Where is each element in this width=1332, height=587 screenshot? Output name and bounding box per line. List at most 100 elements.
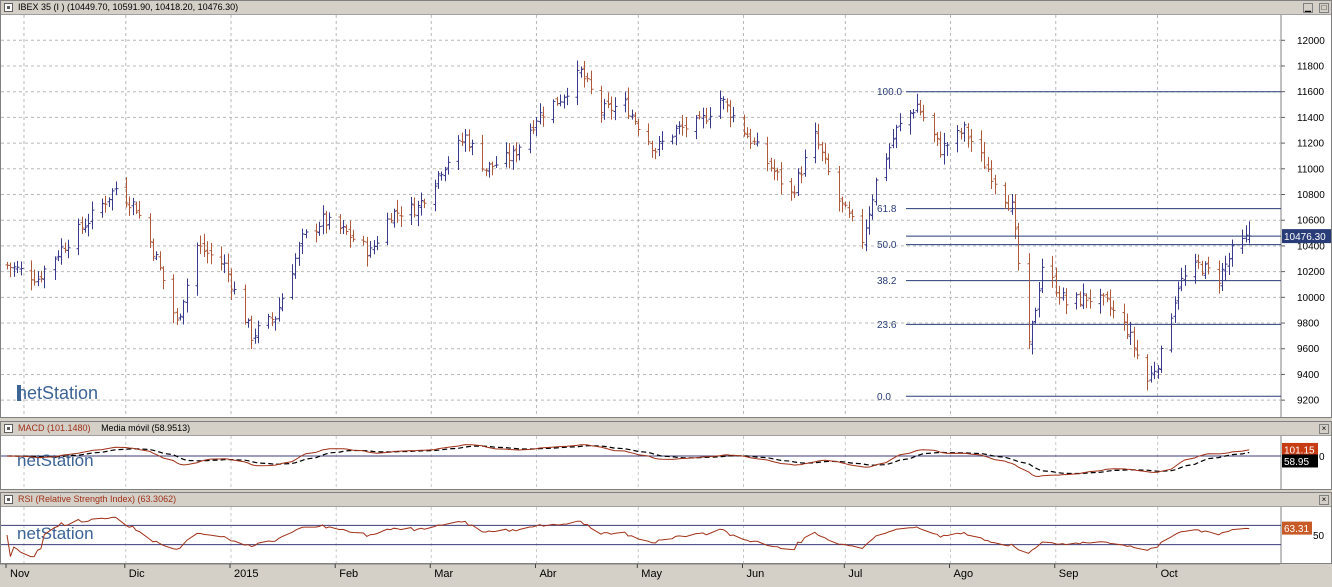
ohlc-bar [480,134,485,172]
y-tick-label: 10800 [1297,190,1325,201]
ohlc-bar [670,134,675,145]
ohlc-bar [1240,229,1245,254]
ohlc-bar [338,213,343,235]
ohlc-bar [490,161,495,176]
ohlc-bar [12,262,17,277]
chart-icon [4,495,13,504]
ohlc-bar [385,212,390,246]
ohlc-bar [1027,253,1032,349]
ohlc-bar [959,127,964,140]
ohlc-bar [1050,255,1055,288]
ohlc-bar [59,238,64,265]
ohlc-bar [1078,291,1083,307]
maximize-button[interactable]: □ [1319,3,1329,13]
rsi-pane-title: RSI (Relative Strength Index) (63.3062) [18,494,177,504]
close-button[interactable]: × [1319,495,1329,505]
watermark: netStation [17,524,94,543]
ohlc-bar [680,114,685,136]
y-tick-label: 9800 [1297,319,1320,330]
y-tick-label: 11400 [1297,113,1325,124]
ohlc-bar [677,121,682,135]
ohlc-bar [1003,182,1008,209]
rsi-chart[interactable]: 50 netStation 63.31 [1,507,1331,563]
ohlc-bar [1159,345,1164,373]
ohlc-bar [867,206,872,235]
ohlc-bar [361,235,366,246]
ohlc-bar [270,312,275,327]
ohlc-bar [131,197,136,216]
ohlc-bar [1176,281,1181,310]
ohlc-bar [962,121,967,142]
ohlc-bar [219,246,224,271]
ohlc-bar [1016,222,1021,271]
ohlc-bar [891,128,896,149]
minimize-button[interactable]: ▁ [1303,3,1313,13]
x-tick-label: Jul [848,568,862,580]
price-pane: IBEX 35 (I ) (10449.70, 10591.90, 10418.… [0,0,1332,418]
ohlc-bar [955,125,960,153]
ohlc-bar [528,123,533,154]
ohlc-bar [151,238,156,261]
x-tick-label: Nov [10,568,30,580]
ohlc-bar [599,85,604,123]
ohlc-bar [470,139,475,156]
macd-title: MACD (101.1480) [18,423,91,433]
ohlc-bar [582,61,587,88]
ohlc-bar [558,94,563,107]
ohlc-bar [280,293,285,312]
x-tick-label: Jun [747,568,765,580]
x-tick-label: Ago [954,568,974,580]
ohlc-bar [1200,260,1205,276]
ohlc-bar [1173,296,1178,323]
ohlc-bar [114,181,119,196]
ohlc-bar [1230,239,1235,267]
ohlc-bar [1206,256,1211,275]
ohlc-bar [277,297,282,322]
ohlc-bar [222,254,227,274]
ohlc-bar [813,122,818,164]
macd-value-box [1282,442,1318,456]
ohlc-bar [209,243,214,265]
ohlc-bar [887,143,892,169]
ohlc-bar [884,153,889,182]
ohlc-bar [823,143,828,164]
ohlc-bar [1196,254,1201,269]
price-chart[interactable]: 9200 9400 9600 9800 10000 10200 10400 10600 1080… [1,15,1331,417]
y-tick-label: 11000 [1297,164,1325,175]
time-axis-svg: Nov Dic 2015 Feb Mar Abr May Jun Jul Ago Sep Oct [0,563,1280,580]
ohlc-bar [789,178,794,201]
ohlc-bar [433,179,438,212]
rsi-pane: RSI (Relative Strength Index) (63.3062) … [0,492,1332,564]
ohlc-bar [249,315,254,349]
ohlc-bar [1193,253,1198,284]
ohlc-bar [1149,365,1154,383]
macd-value-label: 101.15 [1284,445,1315,456]
ohlc-bar [253,328,258,344]
ohlc-bar [395,199,400,223]
ohlc-bar [966,123,971,148]
ohlc-bar [1244,225,1249,243]
ohlc-bar [80,216,85,235]
fib-level-label: 50.0 [877,240,897,251]
y-tick-label: 11600 [1297,87,1325,98]
x-tick-label: Mar [434,568,453,580]
x-tick-label: May [641,568,662,580]
ohlc-bar [422,198,427,209]
ohlc-bar [392,208,397,228]
ohlc-bar [1135,339,1140,360]
price-pane-title: IBEX 35 (I ) (10449.70, 10591.90, 10418.… [18,2,239,12]
ohlc-bar [36,271,41,287]
close-button[interactable]: × [1319,424,1329,434]
ohlc-bar [742,114,747,137]
ohlc-bar [202,233,207,257]
ohlc-bar [816,123,821,150]
zero-label: 0 [1319,452,1325,463]
ohlc-bar [803,149,808,177]
ohlc-bar [1013,194,1018,239]
ohlc-bar [185,278,190,313]
ohlc-bar [439,171,444,181]
ohlc-bar [517,144,522,161]
ohlc-bar [989,160,994,189]
y-tick-label: 11800 [1297,61,1325,72]
